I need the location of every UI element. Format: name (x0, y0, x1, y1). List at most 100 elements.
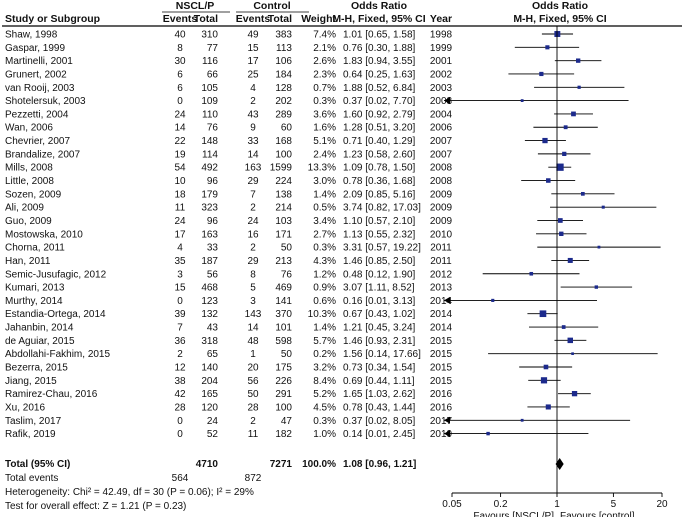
point-estimate (562, 151, 567, 157)
weight-cell: 0.3% (313, 243, 336, 254)
total2-cell: 224 (275, 176, 292, 187)
events1-cell: 39 (174, 309, 186, 320)
study-name: Bezerra, 2015 (5, 363, 68, 374)
weight-cell: 0.3% (313, 96, 336, 107)
total1-cell: 140 (201, 363, 218, 374)
study-name: Shaw, 1998 (5, 30, 58, 41)
ci-text-cell: 0.48 [0.12, 1.90] (343, 269, 416, 280)
total-weight: 100.0% (302, 459, 336, 470)
total2-cell: 103 (275, 216, 292, 227)
weight-cell: 3.6% (313, 109, 336, 120)
table-header: NSCL/P Control Odds Ratio Odds Ratio Stu… (2, 0, 682, 27)
point-estimate (540, 377, 548, 384)
events1-column-header: Events (163, 13, 198, 25)
events1-cell: 0 (177, 416, 183, 427)
year-cell: 2002 (430, 69, 453, 80)
ci-text-cell: 1.46 [0.85, 2.50] (343, 256, 416, 267)
weight-cell: 13.3% (308, 163, 336, 174)
ci-text-cell: 1.09 [0.78, 1.50] (343, 163, 416, 174)
study-name: Chevrier, 2007 (5, 136, 70, 147)
heterogeneity-text: Heterogeneity: Chi² = 42.49, df = 30 (P … (5, 487, 254, 498)
group2-header: Control (253, 0, 290, 12)
events1-cell: 24 (174, 109, 186, 120)
year-cell: 2014 (430, 296, 453, 307)
total1-cell: 187 (201, 256, 218, 267)
point-estimate (520, 99, 524, 102)
total2-cell: 50 (281, 243, 293, 254)
year-cell: 1999 (430, 43, 453, 54)
total2-cell: 47 (281, 416, 293, 427)
x-tick-label: 1 (554, 499, 560, 510)
total1-cell: 492 (201, 163, 218, 174)
total1-cell: 148 (201, 136, 218, 147)
ci-text-cell: 1.88 [0.52, 6.84] (343, 83, 416, 94)
point-estimate (580, 191, 585, 196)
events1-cell: 12 (174, 363, 186, 374)
x-tick-label: 0.05 (442, 499, 462, 510)
year-cell: 2011 (430, 243, 452, 254)
events1-cell: 22 (174, 136, 186, 147)
total2-cell: 1599 (270, 163, 293, 174)
total2-cell: 141 (275, 296, 292, 307)
total1-cell: 76 (207, 123, 219, 134)
events1-cell: 7 (177, 323, 183, 334)
point-estimate (577, 85, 581, 89)
total1-cell: 318 (201, 336, 218, 347)
total1-cell: 123 (201, 296, 218, 307)
year-cell: 2009 (430, 189, 453, 200)
total1-cell: 110 (202, 109, 218, 120)
events1-cell: 0 (177, 429, 183, 440)
total1-cell: 105 (201, 83, 218, 94)
study-name: Taslim, 2017 (5, 416, 62, 427)
events1-cell: 42 (174, 389, 186, 400)
weight-cell: 0.7% (313, 83, 336, 94)
point-estimate (597, 245, 601, 249)
events1-cell: 19 (174, 149, 186, 160)
point-estimate (486, 431, 490, 436)
x-tick-label: 20 (656, 499, 668, 510)
ci-text-cell: 0.69 [0.44, 1.11] (343, 376, 415, 387)
weight-cell: 3.2% (313, 363, 336, 374)
total-total2: 7271 (270, 459, 293, 470)
total1-cell: 96 (207, 176, 219, 187)
ci-text-cell: 3.74 [0.82, 17.03] (343, 203, 421, 214)
events2-cell: 33 (247, 136, 259, 147)
year-cell: 2019 (430, 429, 453, 440)
study-name: Han, 2011 (5, 256, 51, 267)
total1-cell: 52 (207, 429, 219, 440)
weight-cell: 1.4% (313, 323, 336, 334)
weight-cell: 2.6% (313, 56, 336, 67)
events2-cell: 5 (250, 283, 256, 294)
ci-arrow-left (444, 296, 450, 304)
study-name: van Rooij, 2003 (5, 83, 75, 94)
study-name: Brandalize, 2007 (5, 149, 80, 160)
total1-cell: 310 (201, 30, 218, 41)
point-estimate (542, 137, 548, 144)
total2-cell: 182 (275, 429, 292, 440)
total2-cell: 168 (275, 136, 292, 147)
events1-cell: 8 (177, 43, 183, 54)
events2-column-header: Events (236, 13, 271, 25)
events1-cell: 17 (174, 229, 186, 240)
year-cell: 2015 (430, 349, 453, 360)
events1-cell: 54 (174, 163, 186, 174)
events2-cell: 15 (247, 43, 259, 54)
point-estimate (563, 125, 568, 130)
study-name: Xu, 2016 (5, 402, 45, 413)
ci-text-cell: 1.46 [0.93, 2.31] (343, 336, 416, 347)
ci-text-cell: 1.65 [1.03, 2.62] (343, 389, 416, 400)
point-estimate (558, 218, 563, 223)
total2-cell: 184 (275, 69, 292, 80)
study-name: Chorna, 2011 (5, 243, 65, 254)
point-estimate (539, 71, 544, 77)
year-cell: 2007 (430, 149, 453, 160)
total2-cell: 60 (281, 123, 293, 134)
total1-cell: 66 (207, 69, 219, 80)
favours-right-label: Favours [control] (560, 511, 635, 517)
events2-cell: 29 (247, 176, 259, 187)
pooled-diamond (555, 458, 564, 470)
year-cell: 2008 (430, 163, 453, 174)
events1-cell: 15 (174, 283, 186, 294)
events1-cell: 0 (177, 296, 183, 307)
